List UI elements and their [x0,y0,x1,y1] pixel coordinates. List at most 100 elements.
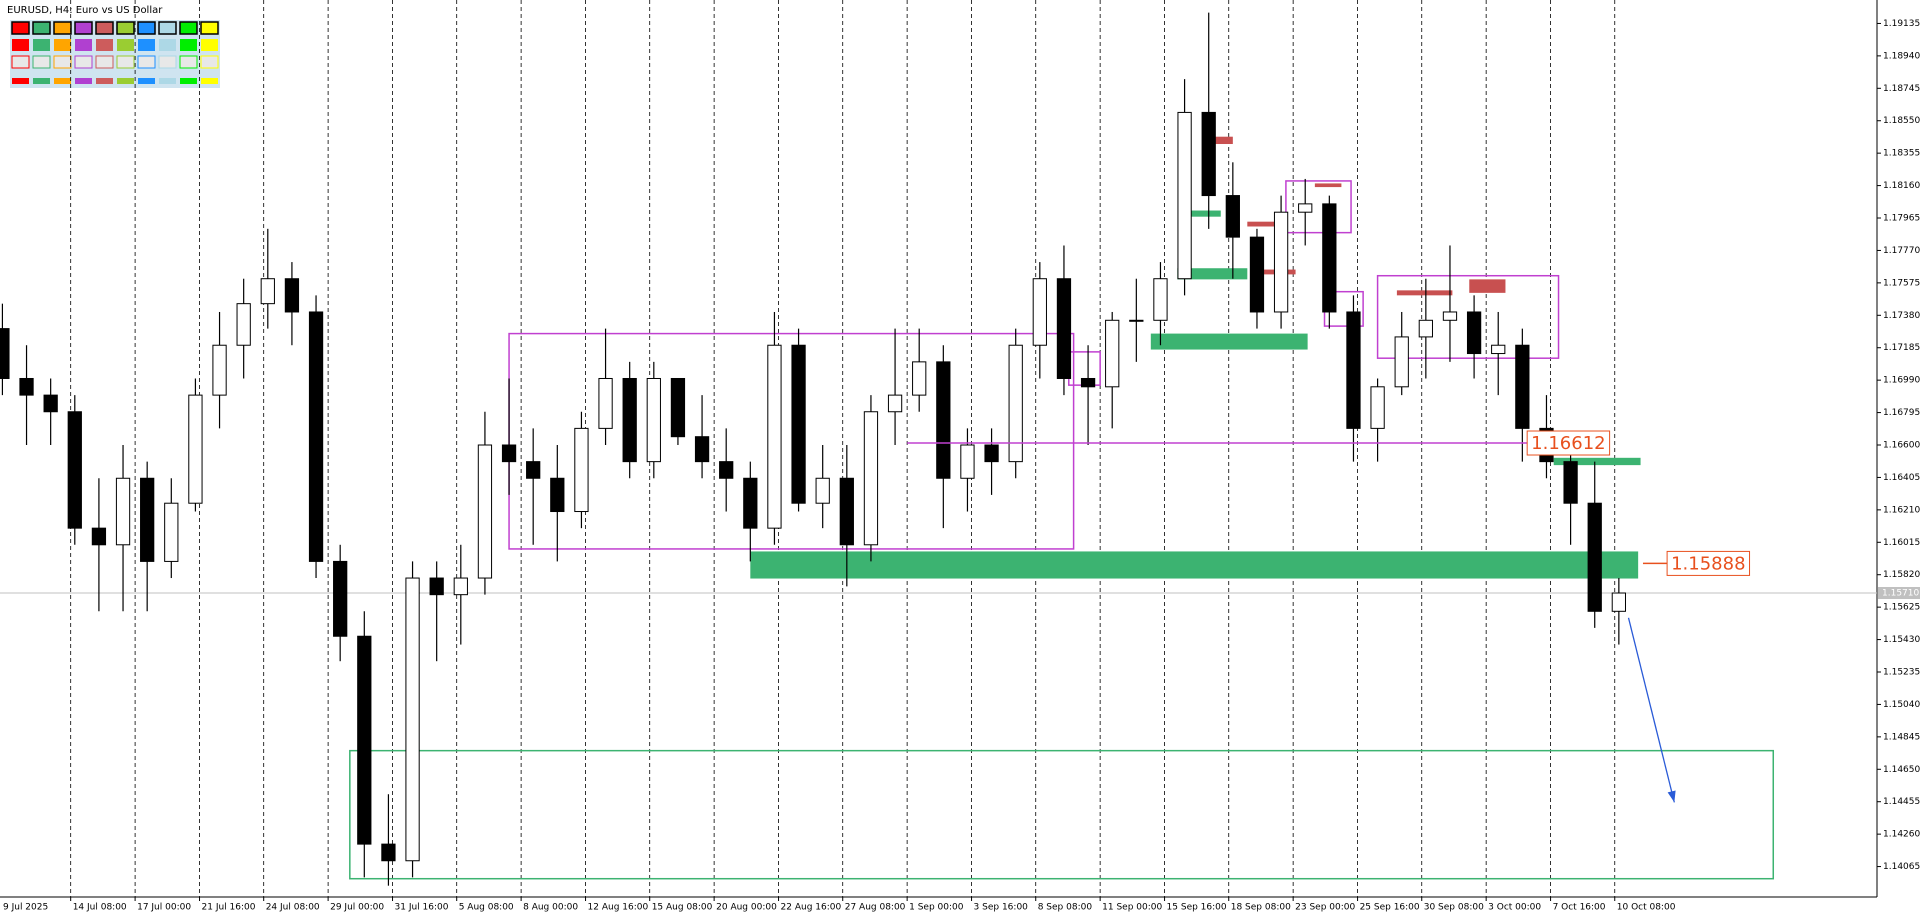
palette-swatch [179,21,198,35]
color-palette [10,20,220,88]
palette-swatch [54,78,71,84]
palette-swatch [53,21,72,35]
y-tick-label: 1.18160 [1883,181,1920,191]
x-tick-label: 9 Jul 2025 [3,903,48,913]
candle-body [308,311,324,562]
candle-body [598,377,613,429]
y-tick-label: 1.14260 [1883,830,1920,840]
candle-body [477,444,493,579]
candle-body [1129,319,1144,322]
x-tick-label: 1 Sep 00:00 [909,903,964,913]
candle-body [188,394,203,504]
y-tick-label: 1.17770 [1883,246,1920,256]
palette-swatch [117,39,134,51]
y-tick-label: 1.15625 [1883,603,1920,613]
x-tick-label: 18 Sep 08:00 [1231,903,1291,913]
candle-body [1611,592,1626,612]
x-tick-label: 14 Jul 08:00 [73,903,127,913]
candle-body [1080,377,1096,388]
palette-swatch [159,39,176,51]
palette-swatch [200,21,219,35]
x-tick-label: 3 Sep 16:00 [974,903,1029,913]
candle-body [1587,502,1602,612]
palette-swatch [158,21,177,35]
candle-body [839,477,854,546]
candle-body [1491,344,1506,355]
palette-swatch [180,78,197,84]
candle-body [1105,319,1120,388]
candle-body [550,477,565,513]
zone-fill [1177,268,1248,280]
x-tick-label: 5 Aug 08:00 [459,903,514,913]
palette-swatch [159,78,176,84]
zone-box [1376,274,1560,359]
zone-box [349,749,1775,880]
x-tick-label: 7 Oct 16:00 [1553,903,1606,913]
palette-swatch [12,78,29,84]
candle-body [646,377,661,463]
zone-box [1285,180,1352,234]
x-tick-label: 10 Oct 08:00 [1617,903,1676,913]
x-tick-label: 24 Jul 08:00 [266,903,320,913]
x-tick-label: 27 Aug 08:00 [845,903,906,913]
palette-swatch [75,39,92,51]
candle-body [1466,311,1482,355]
arrow-line [1627,617,1675,803]
x-tick-label: 12 Aug 16:00 [588,903,649,913]
candle-body [1153,278,1168,321]
candle-body [1418,319,1433,338]
y-tick-label: 1.14455 [1883,797,1920,807]
current-price-label: 1.15710 [1882,589,1919,599]
palette-swatch [138,39,155,51]
x-tick-label: 17 Jul 00:00 [137,903,191,913]
current-price-box [1878,587,1920,600]
palette-swatch [138,78,155,84]
y-tick-label: 1.15430 [1883,635,1920,645]
x-tick-label: 22 Aug 16:00 [781,903,842,913]
x-tick-label: 8 Sep 08:00 [1038,903,1093,913]
y-tick-label: 1.17185 [1883,343,1920,353]
palette-swatch [33,39,50,51]
candle-body [429,577,444,596]
candle-body [984,444,999,463]
x-tick-label: 29 Jul 00:00 [330,903,384,913]
y-tick-label: 1.16990 [1883,376,1920,386]
palette-swatch [201,39,218,51]
y-tick-label: 1.18745 [1883,84,1920,94]
candle-body [1201,111,1216,197]
palette-swatch [32,55,51,69]
level-label: 1.15888 [1671,553,1745,574]
x-tick-label: 3 Oct 00:00 [1488,903,1541,913]
y-tick-label: 1.19135 [1883,19,1920,29]
y-tick-label: 1.18550 [1883,116,1920,126]
candle-body [1442,311,1458,321]
candle-body [236,303,251,346]
x-tick-label: 25 Sep 16:00 [1360,903,1420,913]
candle-body [164,502,179,562]
candle-body [284,278,300,313]
candle-body [670,377,686,438]
palette-swatch [95,55,114,69]
level-label-box [1666,550,1751,576]
candle-body [1298,203,1313,213]
y-tick-label: 1.16600 [1883,441,1920,451]
candle-body [1273,211,1289,313]
candle-body [1346,311,1361,429]
zone-fill [1469,279,1506,293]
candle-body [791,344,806,504]
candle-body [1032,278,1047,346]
palette-swatch [74,21,93,35]
candle-body [960,444,975,479]
palette-swatch [116,55,135,69]
palette-swatch [158,55,177,69]
candle-body [91,527,107,546]
x-tick-label: 30 Sep 08:00 [1424,903,1484,913]
y-tick-label: 1.14845 [1883,732,1920,742]
candle-body [140,477,155,562]
x-tick-label: 23 Sep 00:00 [1295,903,1355,913]
candle-body [743,477,758,529]
candle-body [912,361,927,396]
palette-swatch [96,78,113,84]
y-tick-label: 1.15235 [1883,668,1920,678]
